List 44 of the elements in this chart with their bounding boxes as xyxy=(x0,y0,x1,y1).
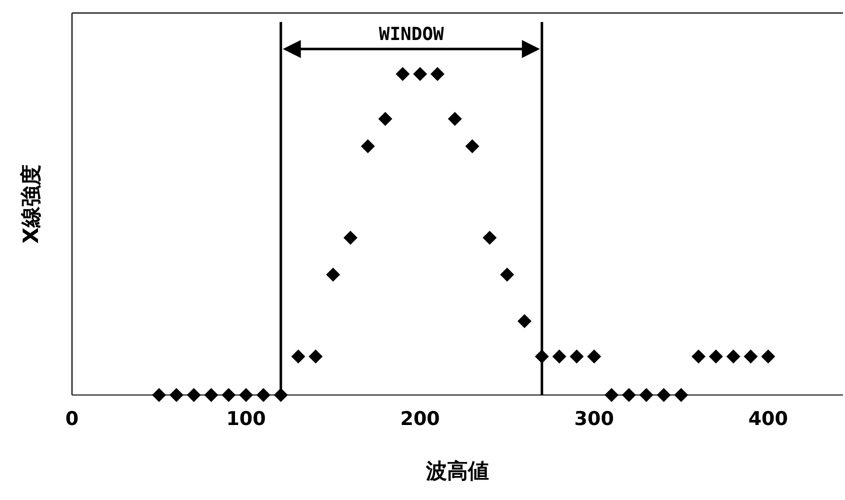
point xyxy=(413,66,428,81)
x-tick-label: 0 xyxy=(65,408,79,430)
point xyxy=(222,388,236,402)
point xyxy=(239,388,254,402)
point xyxy=(692,349,706,364)
point xyxy=(761,349,776,364)
point xyxy=(396,66,410,81)
point xyxy=(674,388,688,402)
point xyxy=(360,139,375,154)
point xyxy=(639,388,654,402)
point xyxy=(622,388,636,402)
point xyxy=(326,268,340,282)
point xyxy=(256,388,270,402)
point xyxy=(518,314,532,328)
point xyxy=(726,349,740,364)
point xyxy=(274,388,288,402)
x-tick-label: 100 xyxy=(226,408,266,430)
point xyxy=(465,139,480,154)
point xyxy=(534,349,549,364)
point xyxy=(570,349,584,364)
point xyxy=(604,388,619,402)
y-axis-title: X線強度 xyxy=(19,164,43,244)
point xyxy=(500,268,514,282)
point xyxy=(708,349,723,364)
point xyxy=(587,349,602,364)
point xyxy=(656,388,671,402)
point xyxy=(430,66,444,81)
x-tick-label: 400 xyxy=(748,408,788,430)
point xyxy=(169,388,184,402)
x-tick-label: 300 xyxy=(574,408,614,430)
point xyxy=(343,230,358,245)
text: WINDOW xyxy=(378,24,444,45)
point xyxy=(291,349,306,364)
point xyxy=(744,349,758,364)
point xyxy=(378,112,392,126)
x-axis-title: 波高値 xyxy=(425,459,489,483)
point xyxy=(552,349,566,364)
point xyxy=(482,230,497,245)
x-tick-label: 200 xyxy=(400,408,440,430)
point xyxy=(204,388,218,402)
point xyxy=(308,349,323,364)
point xyxy=(152,388,166,402)
point xyxy=(448,112,462,126)
point xyxy=(186,388,201,402)
